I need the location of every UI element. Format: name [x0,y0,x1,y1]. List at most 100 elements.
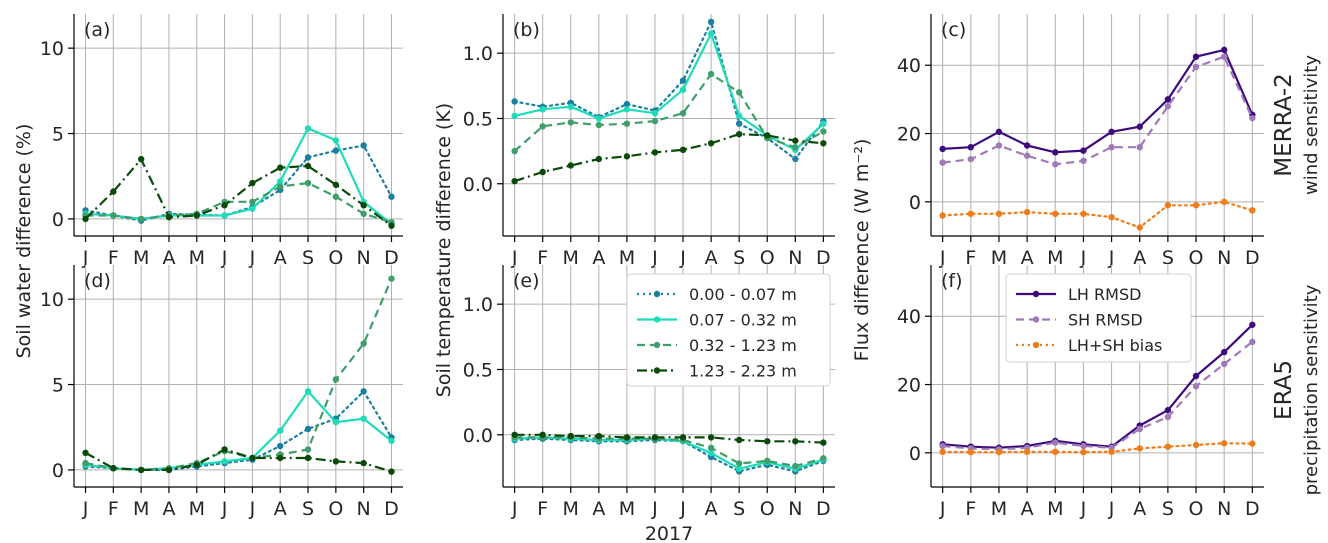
data-point [1080,210,1087,217]
x-tick-label: J [249,498,256,520]
data-point [1023,152,1031,159]
data-point [539,123,546,130]
y-tick-label: 40 [897,55,921,77]
data-point [735,436,743,444]
data-point [1136,224,1143,231]
series-line [85,127,393,225]
series-line [513,72,824,152]
data-point [820,120,827,127]
data-point [277,178,284,185]
series-line [942,48,1254,154]
x-tick-label: J [939,498,946,520]
data-point [110,465,117,472]
data-point [967,448,975,456]
data-point [651,149,659,156]
data-point [249,205,256,212]
x-tick-label: N [788,247,802,269]
y-tick-label: 0.5 [463,359,493,381]
x-tick-label: M [991,247,1007,269]
data-point [511,98,518,105]
data-point [1249,114,1256,122]
data-point [1220,198,1228,206]
x-tick-label: M [563,247,579,269]
series-line [85,390,393,471]
data-point [967,155,975,163]
data-point [165,214,173,221]
data-point [332,181,340,188]
x-tick-label: J [1080,498,1087,520]
legend-label: 0.07 - 0.32 m [689,311,797,330]
data-point [764,438,771,445]
x-tick-label: J [221,247,228,269]
panel-label: (d) [84,270,111,292]
x-tick-label: D [1245,247,1260,269]
data-point [360,459,367,467]
x-tick-label: N [357,498,371,520]
data-point [1108,128,1115,136]
data-point [820,128,827,135]
data-point [1164,202,1172,209]
data-point [1249,440,1256,447]
series-line [514,436,824,470]
x-tick-label: A [274,247,287,269]
y-label-soil-temp: Soil temperature difference (K) [433,103,455,397]
x-tick-label: A [1133,498,1146,520]
data-point [567,432,574,440]
data-point [1136,425,1143,433]
series-line [84,144,393,222]
series-line [84,158,393,227]
x-tick-label: A [592,247,605,269]
data-point [939,442,946,450]
data-point [1249,207,1256,214]
data-point [1080,442,1087,450]
data-point [995,448,1003,456]
data-point [277,427,284,434]
data-point [332,458,340,465]
legend-marker [1032,341,1040,349]
legend-label: 0.00 - 0.07 m [689,285,797,304]
y-tick-label: 0.0 [463,174,493,196]
data-point [735,89,743,96]
data-point [820,455,827,462]
legend-marker [653,316,661,323]
data-point [939,145,946,153]
legend-marker [1032,316,1040,323]
data-point [1220,53,1228,60]
data-point [967,144,975,151]
x-tick-label: M [563,498,579,520]
data-point [820,439,827,446]
data-point [1023,208,1031,216]
x-tick-label: A [705,498,718,520]
y-tick-label: 5 [52,375,64,397]
x-tick-label: A [274,498,287,520]
data-point [511,112,518,120]
data-point [1192,202,1200,209]
data-point [110,212,117,219]
data-point [939,159,946,166]
legend-label: 0.32 - 1.23 m [689,336,797,355]
data-point [193,461,200,468]
x-tick-label: F [537,498,548,520]
data-point [939,212,946,219]
data-point [623,434,631,441]
data-point [249,454,256,462]
data-point [137,215,145,223]
data-point [1220,46,1228,54]
data-point [304,125,312,132]
x-tick-label: S [733,247,745,269]
data-point [735,465,743,472]
data-point [304,388,312,395]
x-tick-label: M [133,247,149,269]
panel-label: (a) [84,19,110,41]
data-point [1023,142,1031,149]
data-point [1220,440,1228,447]
data-point [707,444,715,452]
data-point [1023,448,1031,456]
data-point [595,432,603,440]
data-point [792,155,799,163]
data-point [764,457,771,465]
legend-marker [653,367,661,374]
